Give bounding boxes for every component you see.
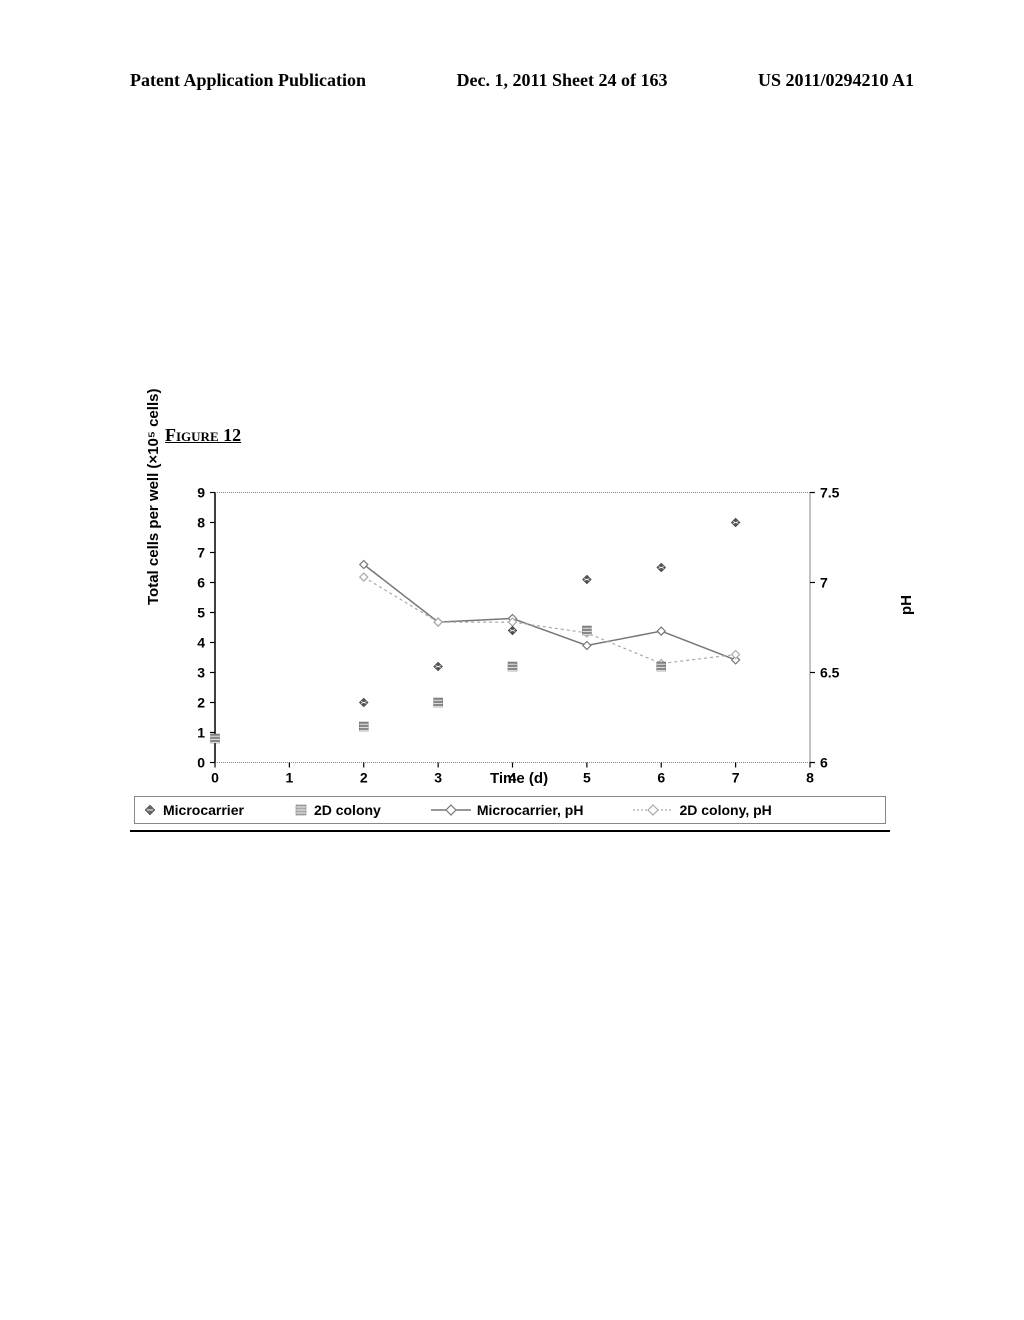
svg-text:6: 6 bbox=[657, 770, 665, 786]
svg-text:2: 2 bbox=[197, 695, 205, 711]
svg-text:7: 7 bbox=[732, 770, 740, 786]
svg-text:9: 9 bbox=[197, 485, 205, 501]
legend-item-microcarrier: Microcarrier bbox=[143, 802, 244, 818]
legend-label: Microcarrier, pH bbox=[477, 802, 584, 818]
svg-text:3: 3 bbox=[197, 665, 205, 681]
chart-legend: Microcarrier 2D colony Microcarrier, pH … bbox=[134, 796, 886, 824]
svg-text:8: 8 bbox=[197, 515, 205, 531]
svg-text:0: 0 bbox=[211, 770, 219, 786]
svg-text:5: 5 bbox=[583, 770, 591, 786]
legend-item-microcarrier-ph: Microcarrier, pH bbox=[431, 802, 584, 818]
svg-text:6: 6 bbox=[197, 575, 205, 591]
svg-text:0: 0 bbox=[197, 755, 205, 771]
legend-item-2d-colony: 2D colony bbox=[294, 802, 381, 818]
svg-text:8: 8 bbox=[806, 770, 814, 786]
svg-text:6: 6 bbox=[820, 755, 828, 771]
svg-text:1: 1 bbox=[197, 725, 205, 741]
y1-axis-label: Total cells per well (×10⁵ cells) bbox=[145, 389, 162, 605]
svg-text:5: 5 bbox=[197, 605, 205, 621]
svg-text:2: 2 bbox=[360, 770, 368, 786]
figure-title: Figure 12 bbox=[165, 425, 241, 446]
svg-text:6.5: 6.5 bbox=[820, 665, 840, 681]
header-right: US 2011/0294210 A1 bbox=[758, 70, 914, 91]
header-center: Dec. 1, 2011 Sheet 24 of 163 bbox=[457, 70, 668, 91]
page-header: Patent Application Publication Dec. 1, 2… bbox=[0, 70, 1024, 91]
bottom-rule bbox=[130, 830, 890, 832]
svg-text:4: 4 bbox=[197, 635, 205, 651]
legend-item-2d-colony-ph: 2D colony, pH bbox=[633, 802, 771, 818]
y2-axis-label: pH bbox=[898, 595, 915, 615]
header-left: Patent Application Publication bbox=[130, 70, 366, 91]
svg-text:7: 7 bbox=[197, 545, 205, 561]
diamond-hatched-icon bbox=[143, 803, 157, 817]
svg-text:1: 1 bbox=[285, 770, 293, 786]
x-axis-label: Time (d) bbox=[490, 770, 548, 787]
legend-label: 2D colony bbox=[314, 802, 381, 818]
legend-label: Microcarrier bbox=[163, 802, 244, 818]
line-diamond-icon bbox=[431, 803, 471, 817]
svg-text:3: 3 bbox=[434, 770, 442, 786]
square-hatched-icon bbox=[294, 803, 308, 817]
svg-text:7: 7 bbox=[820, 575, 828, 591]
svg-text:7.5: 7.5 bbox=[820, 485, 840, 501]
legend-label: 2D colony, pH bbox=[679, 802, 771, 818]
dashed-line-diamond-icon bbox=[633, 803, 673, 817]
